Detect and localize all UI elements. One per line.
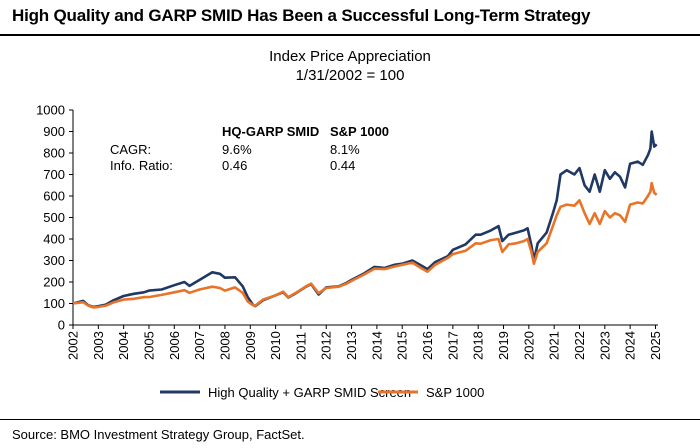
- stats-cell: 0.46: [222, 158, 247, 173]
- stats-header: HQ-GARP SMID: [222, 124, 319, 139]
- x-tick-label: 2008: [217, 331, 232, 360]
- y-tick-label: 700: [43, 167, 65, 182]
- x-tick-label: 2019: [496, 331, 511, 360]
- x-tick-label: 2015: [395, 331, 410, 360]
- source-note: Source: BMO Investment Strategy Group, F…: [12, 427, 305, 442]
- headline: High Quality and GARP SMID Has Been a Su…: [12, 6, 591, 25]
- x-tick-label: 2011: [293, 332, 308, 360]
- report-header: High Quality and GARP SMID Has Been a Su…: [0, 0, 700, 36]
- y-tick-label: 500: [43, 210, 65, 225]
- x-tick-label: 2022: [572, 331, 587, 360]
- y-tick-label: 900: [43, 124, 65, 139]
- x-tick-label: 2017: [445, 331, 460, 360]
- x-tick-label: 2018: [471, 331, 486, 360]
- x-tick-label: 2004: [116, 331, 131, 360]
- header-rule: [0, 34, 700, 36]
- x-tick-label: 2009: [243, 331, 258, 360]
- y-tick-label: 0: [58, 318, 65, 333]
- y-tick-label: 300: [43, 253, 65, 268]
- x-tick-label: 2024: [623, 331, 638, 360]
- x-tick-label: 2012: [319, 331, 334, 360]
- x-tick-label: 2002: [66, 331, 81, 360]
- legend-label: High Quality + GARP SMID Screen: [208, 385, 411, 400]
- stats-header: S&P 1000: [330, 124, 389, 139]
- y-tick-label: 200: [43, 275, 65, 290]
- stats-row-label: Info. Ratio:: [110, 158, 173, 173]
- x-tick-label: 2025: [648, 331, 663, 360]
- x-tick-label: 2021: [547, 331, 562, 360]
- series-line-sp1000: [72, 181, 658, 309]
- x-tick-label: 2003: [91, 331, 106, 360]
- chart-title: Index Price Appreciation: [269, 48, 431, 65]
- x-tick-label: 2013: [344, 331, 359, 360]
- x-tick-label: 2016: [420, 331, 435, 360]
- stats-row-label: CAGR:: [110, 142, 151, 157]
- y-tick-label: 100: [43, 296, 65, 311]
- x-tick-label: 2023: [597, 331, 612, 360]
- x-tick-label: 2010: [268, 331, 283, 360]
- x-tick-label: 2006: [167, 331, 182, 360]
- stats-cell: 0.44: [330, 158, 355, 173]
- y-tick-label: 1000: [36, 103, 65, 118]
- y-tick-label: 600: [43, 189, 65, 204]
- footer-rule: [0, 419, 700, 420]
- y-tick-label: 400: [43, 232, 65, 247]
- legend-label: S&P 1000: [426, 385, 484, 400]
- y-tick-label: 800: [43, 146, 65, 161]
- x-tick-label: 2014: [369, 331, 384, 360]
- stats-cell: 8.1%: [330, 142, 360, 157]
- chart-subtitle: 1/31/2002 = 100: [295, 67, 405, 84]
- x-tick-label: 2007: [192, 331, 207, 360]
- series-line-hq-garp: [72, 130, 658, 309]
- x-tick-label: 2005: [141, 331, 156, 360]
- x-tick-label: 2020: [521, 331, 536, 360]
- stats-cell: 9.6%: [222, 142, 252, 157]
